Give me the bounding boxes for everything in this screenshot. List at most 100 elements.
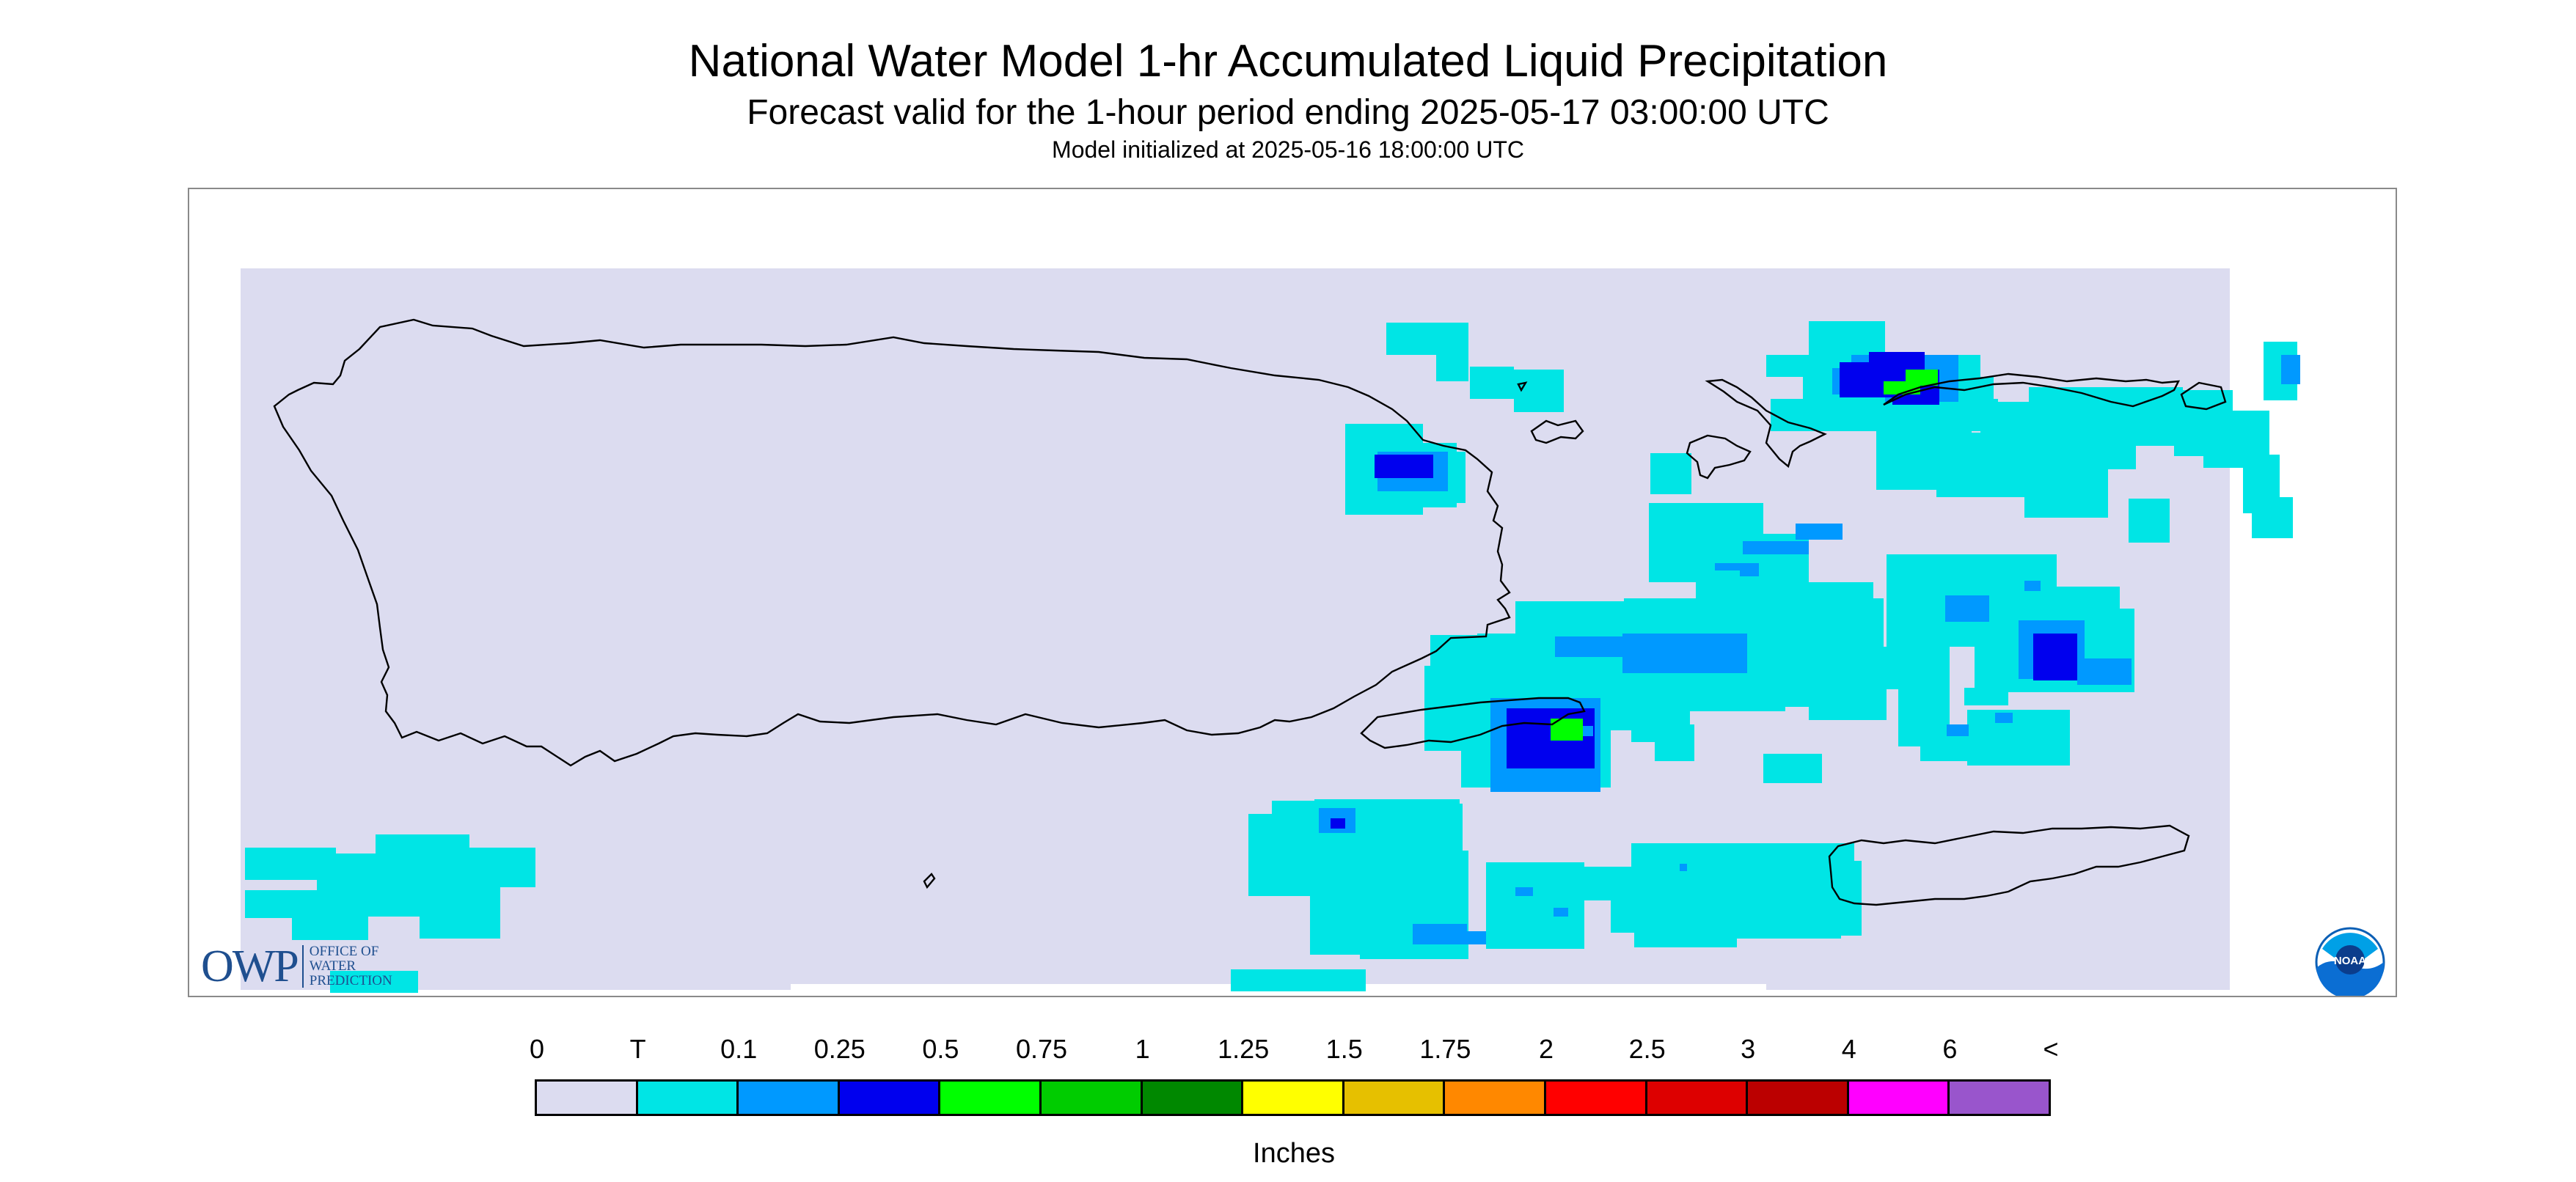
precip-cell bbox=[1436, 323, 1468, 381]
legend-tick-label: 1.25 bbox=[1218, 1034, 1270, 1064]
precip-cell bbox=[1554, 908, 1568, 917]
bvi-coast bbox=[1883, 372, 2181, 408]
st-john-coast bbox=[1705, 378, 1827, 469]
legend-color-swatch bbox=[1342, 1079, 1446, 1116]
precip-cell bbox=[1809, 689, 1887, 720]
model-init-caption: Model initialized at 2025-05-16 18:00:00… bbox=[1052, 136, 1524, 163]
puerto-rico-coast bbox=[273, 318, 1511, 767]
legend-color-swatch bbox=[1039, 1079, 1143, 1116]
precip-cell bbox=[1762, 861, 1862, 936]
precip-cell bbox=[1920, 732, 2055, 761]
precip-cell bbox=[1231, 969, 1366, 991]
precip-cell bbox=[2281, 355, 2300, 384]
precip-cell bbox=[1995, 713, 2013, 723]
precip-cell bbox=[1743, 541, 1809, 554]
legend-color-swatch bbox=[1544, 1079, 1647, 1116]
legend-tick-label: 2 bbox=[1538, 1034, 1554, 1064]
owp-logo-line: OFFICE OF bbox=[309, 944, 379, 959]
precipitation-map: OWP OFFICE OF WATER PREDICTION NOAA bbox=[188, 188, 2397, 997]
precip-cell bbox=[1407, 468, 1421, 478]
legend-tick-label: 1.5 bbox=[1325, 1034, 1363, 1064]
st-croix-coast bbox=[1828, 824, 2190, 906]
precip-cell bbox=[330, 971, 418, 993]
coastline-outlines bbox=[273, 318, 2227, 906]
precip-cell bbox=[1517, 717, 1543, 739]
precip-cell bbox=[2024, 436, 2108, 518]
precip-cell bbox=[466, 848, 535, 887]
precip-cell bbox=[1515, 887, 1533, 896]
precipitation-cells bbox=[245, 321, 2300, 993]
precip-cell bbox=[245, 890, 326, 918]
precip-cell bbox=[1445, 931, 1486, 944]
precip-cell bbox=[1876, 431, 1972, 490]
precip-cell bbox=[1763, 754, 1822, 783]
owp-logo-line: WATER bbox=[309, 958, 356, 974]
precip-cell bbox=[1331, 818, 1345, 829]
precip-cell bbox=[1514, 370, 1564, 412]
legend-color-swatch bbox=[1947, 1079, 2051, 1116]
vieques-coast bbox=[1360, 697, 1586, 749]
precip-cell bbox=[2024, 581, 2041, 591]
legend-tick-label: 0.75 bbox=[1015, 1034, 1068, 1064]
legend-color-swatch bbox=[1241, 1079, 1344, 1116]
legend-color-swatch bbox=[635, 1079, 739, 1116]
legend-tick-label: 1.75 bbox=[1419, 1034, 1471, 1064]
precip-cell bbox=[2077, 658, 2132, 685]
precip-cell bbox=[1906, 370, 1938, 386]
owp-logo-mark: OWP bbox=[201, 941, 299, 991]
st-thomas-east-coast bbox=[1686, 434, 1752, 480]
precip-cell bbox=[1375, 455, 1433, 478]
legend-unit-label: Inches bbox=[1253, 1138, 1335, 1169]
legend-tick-label: 6 bbox=[1942, 1034, 1958, 1064]
precipitation-legend: 0 T 0.1 0.25 0.5 0.75 1 1.25 1.5 1.75 2 2.5 3 4 6 < Inc… bbox=[530, 1034, 2059, 1181]
legend-tick-label: 3 bbox=[1741, 1034, 1756, 1064]
culebra-coast bbox=[1517, 381, 1528, 392]
precip-cell bbox=[1869, 352, 1925, 372]
precip-cell bbox=[1945, 595, 1989, 622]
legend-tick-label: 2.5 bbox=[1628, 1034, 1666, 1064]
precip-cell bbox=[1699, 867, 1772, 912]
legend-color-swatch bbox=[1846, 1079, 1950, 1116]
precip-cell bbox=[1372, 804, 1463, 858]
legend-color-swatch bbox=[837, 1079, 941, 1116]
legend-color-swatch bbox=[1746, 1079, 1849, 1116]
legend-tick-label: < bbox=[2043, 1034, 2059, 1064]
precip-cell bbox=[1796, 524, 1843, 540]
precip-cell bbox=[1555, 636, 1633, 657]
model-domain bbox=[241, 268, 2230, 990]
legend-color-swatch bbox=[535, 1079, 638, 1116]
precip-cell bbox=[1650, 453, 1691, 494]
legend-tick-label: T bbox=[629, 1034, 646, 1064]
precip-cell bbox=[1655, 724, 1694, 761]
owp-logo-line: PREDICTION bbox=[309, 973, 392, 988]
forecast-valid-subtitle: Forecast valid for the 1-hour period end… bbox=[747, 93, 1829, 132]
st-thomas-coast bbox=[1530, 419, 1584, 444]
precip-cell bbox=[1809, 321, 1885, 358]
anegada-coast bbox=[2180, 381, 2227, 411]
precip-cell bbox=[2252, 497, 2293, 538]
legend-tick-label: 1 bbox=[1135, 1034, 1150, 1064]
map-title: National Water Model 1-hr Accumulated Li… bbox=[688, 36, 1888, 87]
legend-color-swatch bbox=[1140, 1079, 1244, 1116]
legend-tick-label: 0.25 bbox=[813, 1034, 866, 1064]
precip-cell bbox=[1470, 367, 1514, 399]
precip-cell bbox=[2033, 634, 2077, 680]
legend-tick-label: 0 bbox=[529, 1034, 545, 1064]
legend-color-swatch bbox=[1443, 1079, 1546, 1116]
legend-tick-label: 0.1 bbox=[720, 1034, 758, 1064]
legend-tick-label: 0.5 bbox=[922, 1034, 959, 1064]
precip-cell bbox=[2129, 499, 2170, 543]
owp-logo: OWP OFFICE OF WATER PREDICTION bbox=[201, 937, 392, 996]
precip-cell bbox=[376, 834, 469, 871]
owp-logo-divider bbox=[301, 945, 304, 988]
precip-cell bbox=[1947, 724, 1969, 736]
precip-cell bbox=[1386, 323, 1436, 355]
precip-cell bbox=[1964, 688, 2008, 705]
map-canvas bbox=[189, 268, 2300, 996]
legend-tick-label: 4 bbox=[1841, 1034, 1856, 1064]
legend-color-swatch bbox=[938, 1079, 1042, 1116]
precip-cell bbox=[1680, 864, 1687, 871]
noaa-logo: NOAA bbox=[2315, 927, 2385, 996]
owp-logo-text: OFFICE OF WATER PREDICTION bbox=[310, 944, 392, 988]
legend-color-swatch bbox=[1644, 1079, 1749, 1116]
